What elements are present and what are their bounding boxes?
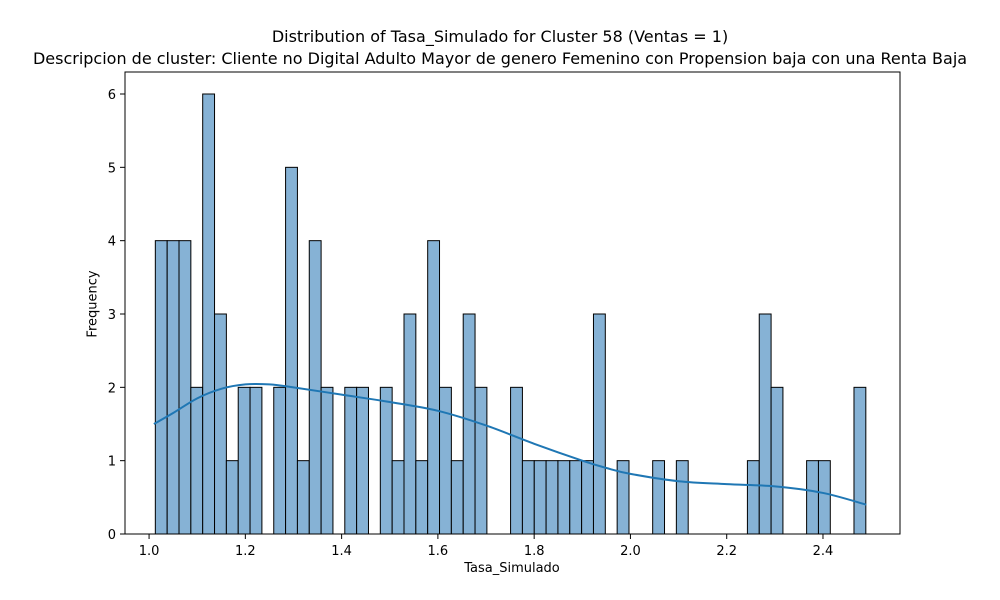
histogram-bar bbox=[758, 313, 772, 535]
histogram-bar bbox=[569, 460, 583, 535]
plot-frame bbox=[124, 71, 901, 535]
histogram-bar bbox=[403, 313, 417, 535]
histogram-bar bbox=[450, 460, 464, 535]
histogram-bar bbox=[462, 313, 476, 535]
histogram-bar bbox=[853, 386, 867, 535]
histogram-bar bbox=[592, 313, 606, 535]
histogram-bar bbox=[320, 386, 334, 535]
histogram-bar bbox=[675, 460, 689, 535]
histogram-bar bbox=[225, 460, 239, 535]
kde-group bbox=[153, 382, 867, 506]
histogram-bar bbox=[154, 240, 168, 535]
histogram-bar bbox=[806, 460, 819, 535]
y-tick-label: 2 bbox=[108, 381, 116, 396]
histogram-bar bbox=[652, 460, 666, 535]
kde-line bbox=[153, 382, 867, 506]
x-tick-label: 1.0 bbox=[139, 544, 160, 559]
histogram-bar bbox=[817, 460, 831, 535]
bars-group bbox=[154, 93, 867, 535]
histogram-bar bbox=[214, 313, 227, 535]
y-tick-label: 0 bbox=[108, 528, 116, 543]
histogram-bar bbox=[581, 460, 594, 535]
histogram-bar bbox=[379, 386, 393, 535]
y-tick-label: 6 bbox=[108, 88, 116, 103]
x-axis-label: Tasa_Simulado bbox=[464, 561, 560, 576]
histogram-bar bbox=[533, 460, 547, 535]
histogram-bar bbox=[427, 240, 441, 535]
histogram-bar bbox=[190, 386, 204, 535]
histogram-bar bbox=[474, 386, 488, 535]
histogram-bar bbox=[415, 460, 429, 535]
x-tick-label: 2.2 bbox=[716, 544, 737, 559]
y-axis-ticks: 0 1 2 3 4 5 6 bbox=[108, 88, 125, 543]
y-tick-label: 3 bbox=[108, 308, 116, 323]
chart-subtitle: Descripcion de cluster: Cliente no Digit… bbox=[32, 49, 968, 68]
x-axis-ticks: 1.0 1.2 1.4 1.6 1.8 2.0 2.2 2.4 bbox=[139, 534, 834, 559]
x-tick-label: 1.8 bbox=[524, 544, 545, 559]
histogram-bar bbox=[344, 386, 358, 535]
chart-title: Distribution of Tasa_Simulado for Cluste… bbox=[271, 27, 729, 46]
histogram-bar bbox=[545, 460, 559, 535]
histogram-bar bbox=[202, 93, 216, 535]
histogram-bar bbox=[178, 240, 192, 535]
x-tick-label: 2.0 bbox=[620, 544, 641, 559]
histogram-bar bbox=[273, 386, 287, 535]
x-tick-label: 1.6 bbox=[428, 544, 449, 559]
x-tick-label: 1.4 bbox=[331, 544, 352, 559]
histogram-bar bbox=[439, 386, 452, 535]
histogram-bar bbox=[308, 240, 322, 535]
y-tick-label: 5 bbox=[108, 161, 116, 176]
histogram-bar bbox=[391, 460, 405, 535]
histogram-bar bbox=[166, 240, 180, 535]
x-tick-label: 2.4 bbox=[813, 544, 834, 559]
x-tick-label: 1.2 bbox=[235, 544, 256, 559]
histogram-bar bbox=[249, 386, 263, 535]
histogram-bar bbox=[510, 386, 523, 535]
histogram-bar bbox=[285, 166, 298, 535]
y-tick-label: 4 bbox=[108, 235, 116, 250]
histogram-bar bbox=[237, 386, 251, 535]
histogram-bar bbox=[521, 460, 535, 535]
histogram-bar bbox=[557, 460, 571, 535]
histogram-bar bbox=[770, 386, 784, 535]
histogram-bar bbox=[296, 460, 310, 535]
histogram-bar bbox=[746, 460, 760, 535]
y-tick-label: 1 bbox=[108, 455, 116, 470]
y-axis-label: Frequency bbox=[85, 270, 101, 338]
histogram-bar bbox=[356, 386, 369, 535]
